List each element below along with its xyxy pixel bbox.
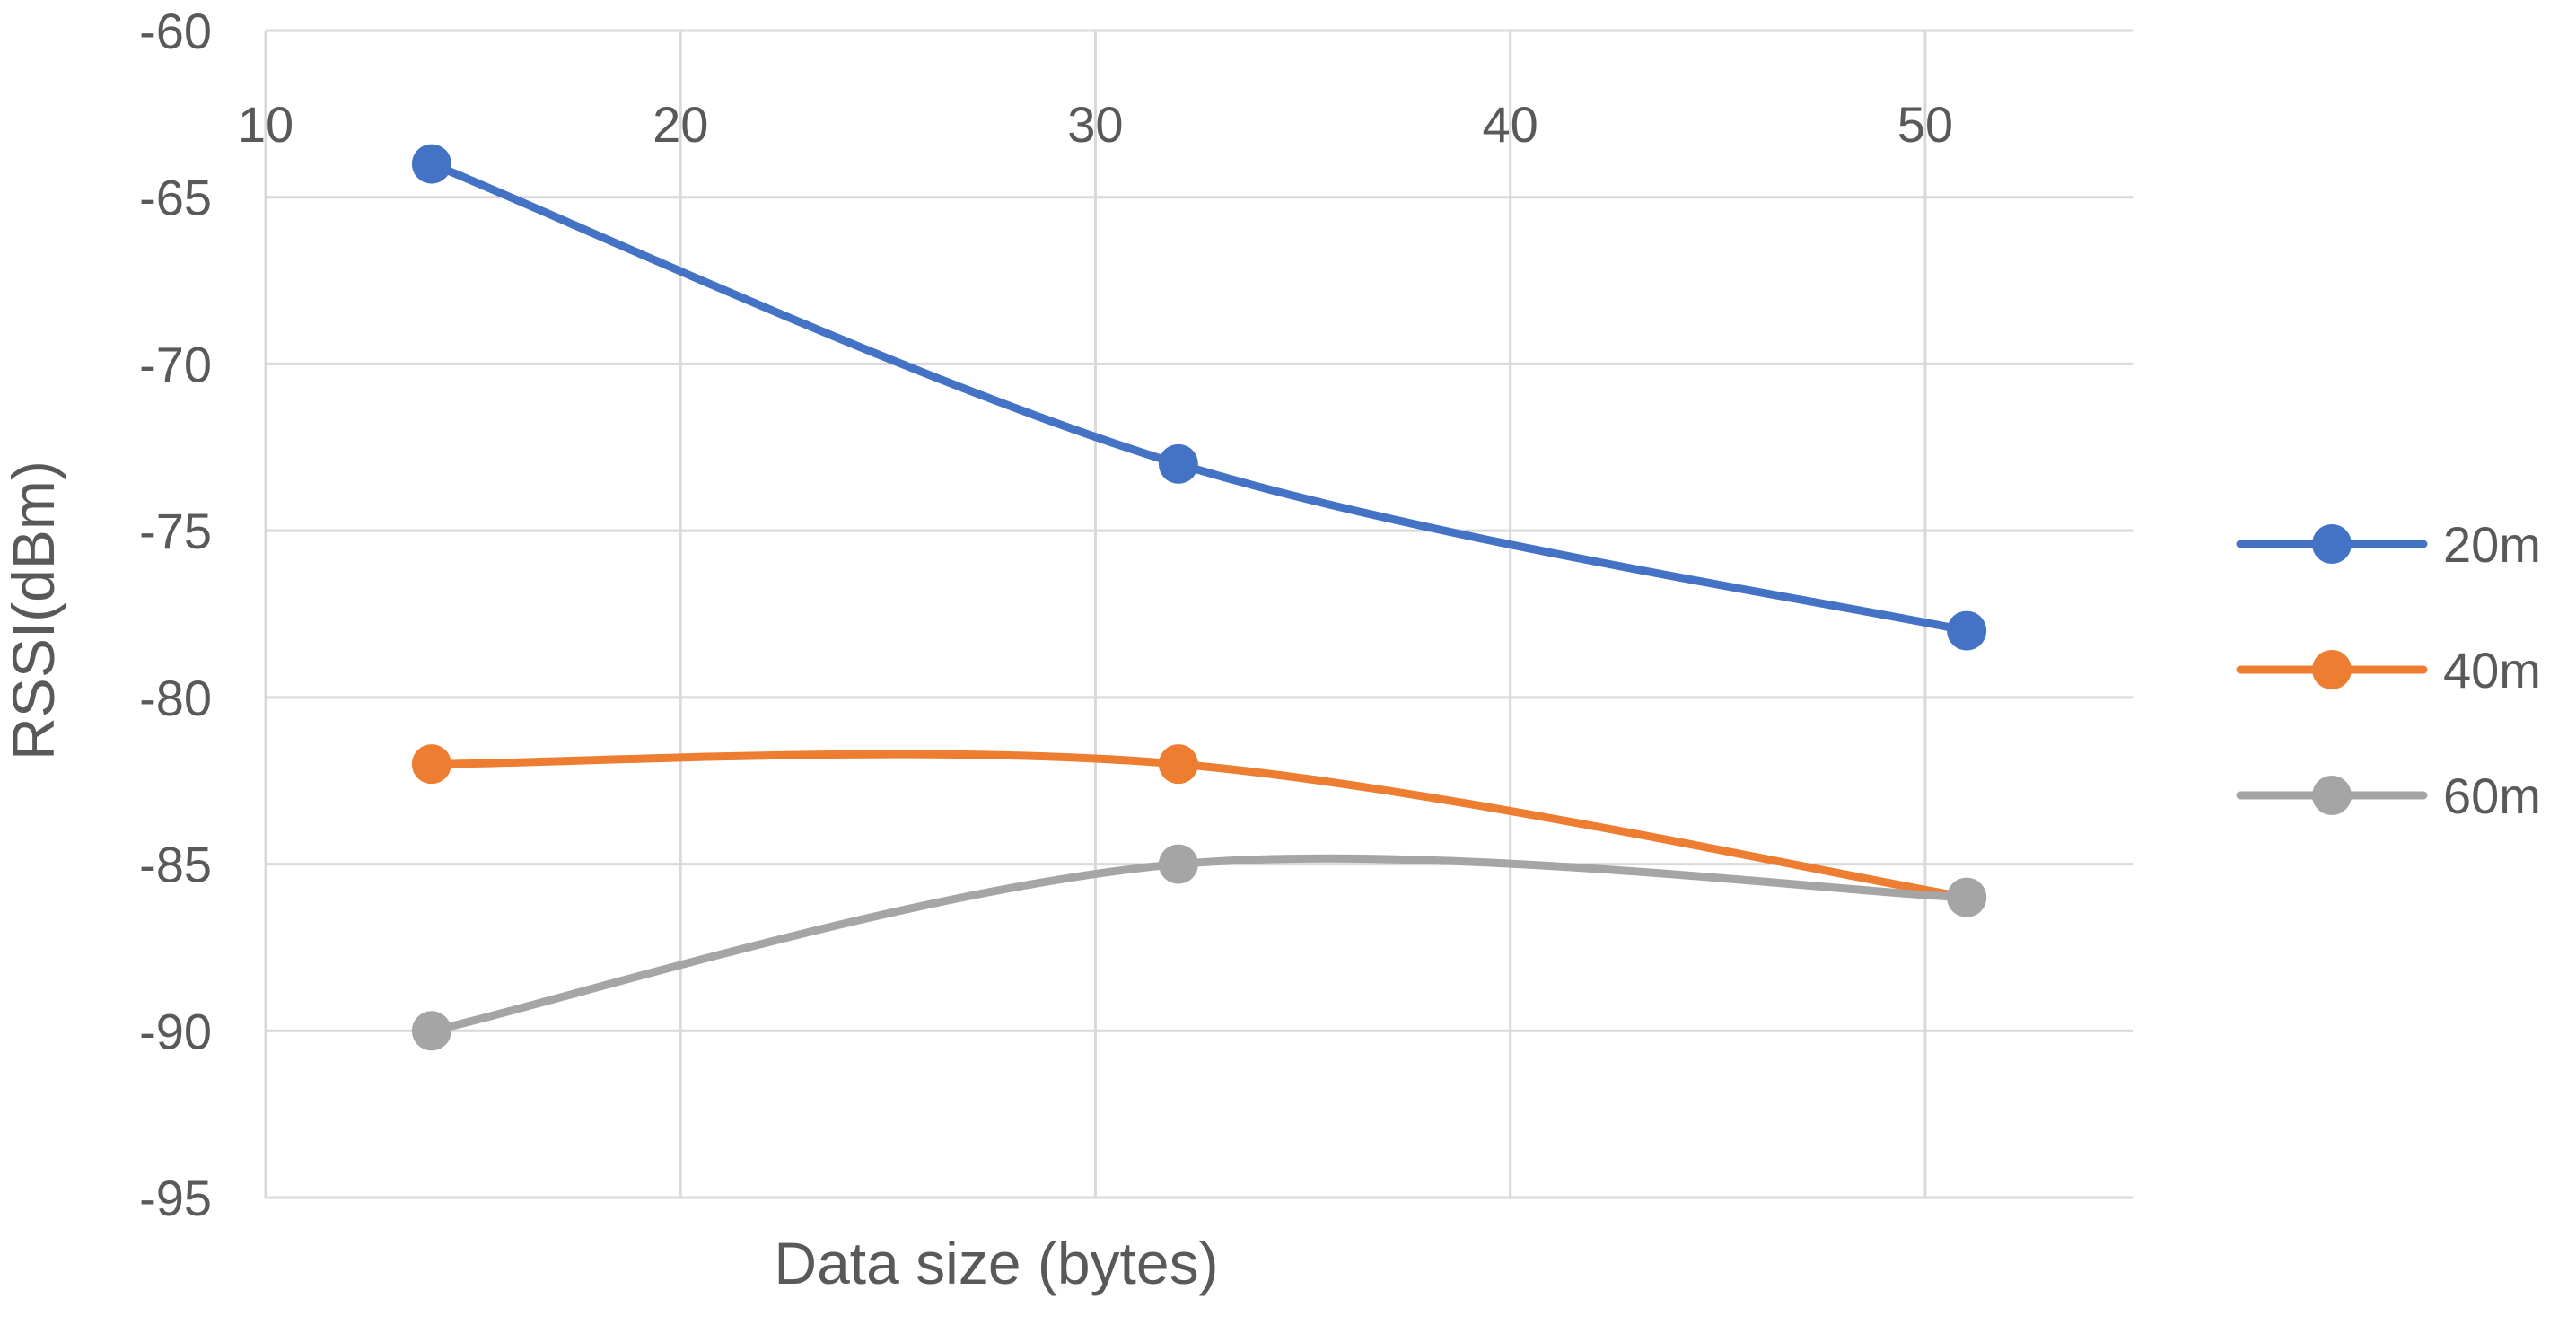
data-point-20m bbox=[1947, 610, 1987, 651]
series-lines bbox=[427, 160, 1971, 1035]
data-point-60m bbox=[1947, 877, 1987, 917]
series-line-60m bbox=[427, 854, 1971, 1035]
y-tick-label: -60 bbox=[139, 3, 212, 59]
legend-swatch-marker bbox=[2312, 776, 2352, 815]
legend-label: 60m bbox=[2443, 768, 2541, 824]
legend-label: 20m bbox=[2443, 516, 2541, 573]
legend-label: 40m bbox=[2443, 642, 2541, 698]
y-tick-label: -70 bbox=[139, 336, 212, 392]
x-tick-label: 30 bbox=[1067, 96, 1123, 153]
x-tick-label: 10 bbox=[238, 96, 294, 153]
data-point-20m bbox=[411, 144, 451, 184]
x-tick-label: 20 bbox=[653, 96, 708, 153]
y-tick-label: -75 bbox=[139, 503, 212, 559]
legend: 20m 40m 60m bbox=[2236, 516, 2541, 824]
y-axis-title: RSSI(dBm) bbox=[0, 461, 66, 760]
legend-swatch-marker bbox=[2312, 650, 2352, 689]
series-line-20m bbox=[427, 160, 1971, 636]
data-point-40m bbox=[1158, 744, 1198, 785]
y-tick-label: -90 bbox=[139, 1003, 212, 1059]
x-tick-label: 40 bbox=[1483, 96, 1538, 153]
y-axis-tick-labels: -60 -65 -70 -75 -80 -85 -90 -95 bbox=[139, 3, 212, 1226]
y-tick-label: -85 bbox=[139, 837, 212, 893]
legend-swatch-marker bbox=[2312, 524, 2352, 564]
series-points bbox=[411, 144, 1987, 1051]
data-point-20m bbox=[1158, 443, 1198, 484]
y-tick-label: -65 bbox=[139, 170, 212, 226]
x-axis-tick-labels: 10 20 30 40 50 bbox=[238, 96, 1953, 153]
x-tick-label: 50 bbox=[1897, 96, 1953, 153]
x-axis-title: Data size (bytes) bbox=[774, 1230, 1218, 1296]
legend-item-40m: 40m bbox=[2236, 642, 2541, 698]
legend-item-60m: 60m bbox=[2236, 768, 2541, 824]
data-point-60m bbox=[411, 1011, 451, 1051]
y-tick-label: -80 bbox=[139, 670, 212, 726]
data-point-40m bbox=[411, 744, 451, 785]
data-point-60m bbox=[1158, 844, 1198, 884]
y-tick-label: -95 bbox=[139, 1170, 212, 1226]
legend-item-20m: 20m bbox=[2236, 516, 2541, 573]
gridlines bbox=[264, 29, 2133, 1199]
